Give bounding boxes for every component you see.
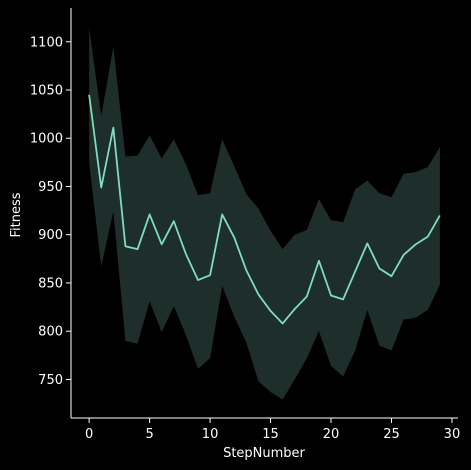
confidence-band [89,27,440,400]
x-tick-label: 15 [262,427,279,442]
y-tick-label: 950 [38,180,63,195]
axes: 0 5 10 15 20 25 30 750 800 850 900 950 1000 1050 1100 [30,8,460,442]
series-line [88,94,441,325]
x-tick-label: 25 [383,427,400,442]
y-axis-label: Fitness [9,192,24,237]
x-tick-label: 5 [145,427,153,442]
y-tick-label: 750 [38,373,63,388]
y-tick-label: 850 [38,276,63,291]
x-axis-label: StepNumber [223,446,305,461]
y-tick-label: 1100 [30,35,63,50]
x-tick-label: 30 [444,427,461,442]
x-tick-label: 10 [202,427,219,442]
plot-area [88,27,441,400]
y-tick-label: 1050 [30,84,63,99]
y-tick-label: 900 [38,228,63,243]
x-tick-label: 20 [323,427,340,442]
x-tick-label: 0 [85,427,93,442]
y-tick-label: 800 [38,325,63,340]
y-tick-label: 1000 [30,132,63,147]
